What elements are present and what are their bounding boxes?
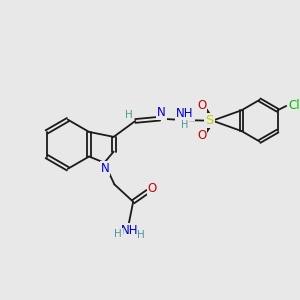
Text: H: H — [182, 120, 189, 130]
Text: N: N — [157, 106, 166, 119]
Text: O: O — [197, 129, 206, 142]
Text: O: O — [147, 182, 157, 195]
Text: S: S — [206, 114, 214, 127]
Text: N: N — [100, 162, 109, 175]
Text: H: H — [114, 229, 122, 238]
Text: H: H — [137, 230, 145, 240]
Text: Cl: Cl — [289, 99, 300, 112]
Text: O: O — [197, 99, 206, 112]
Text: H: H — [125, 110, 133, 120]
Text: NH: NH — [121, 224, 139, 236]
Text: NH: NH — [176, 107, 194, 120]
